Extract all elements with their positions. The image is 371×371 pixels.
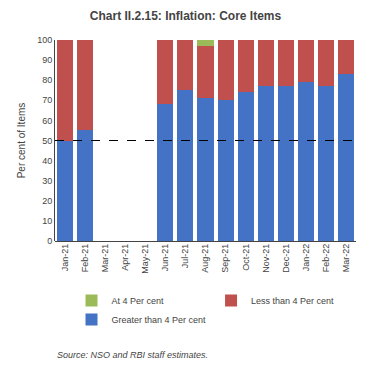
svg-text:Chart II.2.15: Inflation: Core: Chart II.2.15: Inflation: Core Items <box>90 9 282 23</box>
svg-text:At 4 Per cent: At 4 Per cent <box>112 296 165 306</box>
svg-text:Mar-21: Mar-21 <box>100 244 110 273</box>
svg-text:Aug-21: Aug-21 <box>200 244 210 273</box>
svg-text:Jan-22: Jan-22 <box>301 244 311 272</box>
svg-text:Feb-22: Feb-22 <box>321 244 331 273</box>
svg-text:10: 10 <box>42 216 52 226</box>
svg-text:0: 0 <box>47 236 52 246</box>
svg-text:Jan-21: Jan-21 <box>60 244 70 272</box>
svg-text:Jun-21: Jun-21 <box>160 244 170 272</box>
svg-text:Dec-21: Dec-21 <box>281 244 291 273</box>
svg-text:30: 30 <box>42 176 52 186</box>
svg-text:20: 20 <box>42 196 52 206</box>
svg-text:Mar-22: Mar-22 <box>341 244 351 273</box>
svg-text:Sep-21: Sep-21 <box>220 244 230 273</box>
svg-text:Nov-21: Nov-21 <box>261 244 271 273</box>
svg-text:Per cent of Items: Per cent of Items <box>16 103 27 179</box>
svg-text:Less than 4 Per cent: Less than 4 Per cent <box>251 296 334 306</box>
svg-text:100: 100 <box>37 35 52 45</box>
svg-text:70: 70 <box>42 95 52 105</box>
svg-text:50: 50 <box>42 136 52 146</box>
svg-text:Jul-21: Jul-21 <box>180 244 190 269</box>
svg-text:40: 40 <box>42 156 52 166</box>
svg-text:60: 60 <box>42 116 52 126</box>
svg-text:Feb-21: Feb-21 <box>80 244 90 273</box>
svg-text:Greater than 4 Per cent: Greater than 4 Per cent <box>112 315 207 325</box>
svg-text:Oct-21: Oct-21 <box>241 244 251 271</box>
svg-text:80: 80 <box>42 75 52 85</box>
svg-text:Source: NSO and RBI staff esti: Source: NSO and RBI staff estimates. <box>57 350 208 360</box>
svg-text:Apr-21: Apr-21 <box>120 244 130 271</box>
svg-text:May-21: May-21 <box>140 244 150 274</box>
svg-text:90: 90 <box>42 55 52 65</box>
